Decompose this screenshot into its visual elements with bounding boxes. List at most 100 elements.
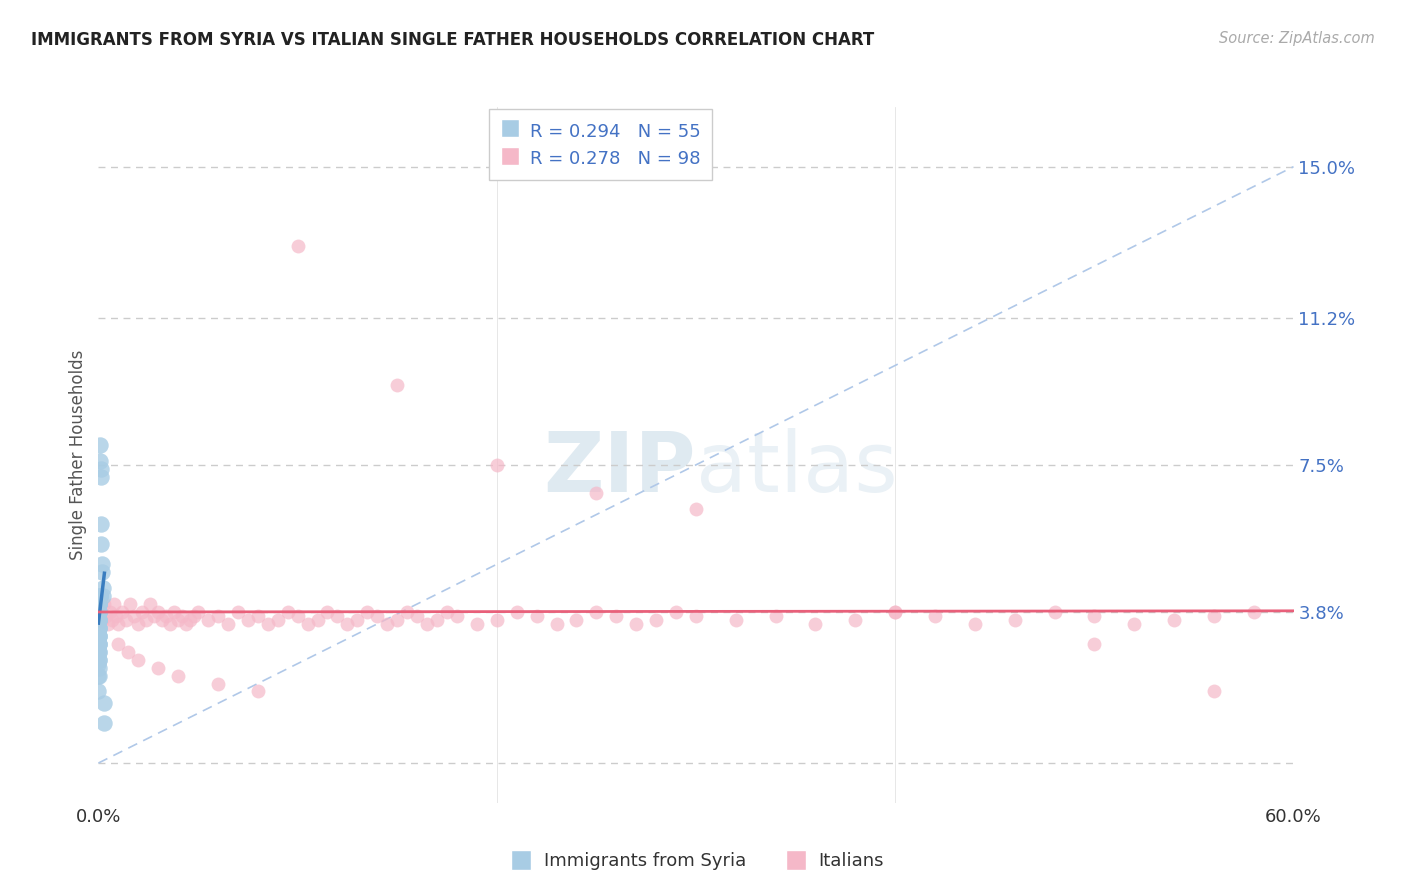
Point [1202, 609, 1225, 624]
Point [87, 653, 110, 667]
Point [87, 645, 110, 659]
Text: ZIP: ZIP [544, 428, 696, 509]
Point [93, 716, 115, 731]
Point [107, 616, 129, 631]
Point [277, 605, 299, 619]
Point [172, 609, 194, 624]
Point [187, 605, 209, 619]
Point [183, 609, 205, 624]
Point [626, 616, 648, 631]
Point [148, 660, 170, 674]
Point [87, 616, 110, 631]
Point [89, 589, 111, 603]
Point [89, 454, 111, 468]
Legend: Immigrants from Syria, Italians: Immigrants from Syria, Italians [501, 845, 891, 877]
Point [87, 613, 110, 627]
Point [385, 613, 409, 627]
Point [120, 597, 142, 611]
Point [546, 616, 568, 631]
Point [406, 609, 429, 624]
Point [93, 597, 115, 611]
Point [89, 597, 111, 611]
Point [93, 581, 115, 595]
Point [585, 485, 607, 500]
Point [316, 605, 339, 619]
Point [87, 637, 110, 651]
Point [127, 653, 149, 667]
Point [246, 609, 269, 624]
Point [97, 616, 120, 631]
Point [179, 613, 201, 627]
Point [1163, 613, 1185, 627]
Point [87, 629, 110, 643]
Point [87, 645, 110, 659]
Point [93, 697, 115, 711]
Point [485, 458, 508, 472]
Point [163, 605, 186, 619]
Point [226, 605, 249, 619]
Point [87, 621, 110, 635]
Point [167, 613, 190, 627]
Point [89, 605, 111, 619]
Point [506, 605, 529, 619]
Point [485, 613, 508, 627]
Point [844, 613, 866, 627]
Point [89, 589, 111, 603]
Point [465, 616, 488, 631]
Point [765, 609, 787, 624]
Point [87, 629, 110, 643]
Point [207, 676, 229, 690]
Point [585, 605, 607, 619]
Point [105, 609, 128, 624]
Point [87, 605, 110, 619]
Point [1123, 616, 1146, 631]
Point [115, 613, 138, 627]
Point [91, 558, 114, 572]
Point [605, 609, 627, 624]
Point [135, 613, 157, 627]
Point [100, 605, 122, 619]
Text: Source: ZipAtlas.com: Source: ZipAtlas.com [1219, 31, 1375, 46]
Point [375, 616, 398, 631]
Point [217, 616, 239, 631]
Point [91, 613, 114, 627]
Point [90, 537, 112, 551]
Point [665, 605, 688, 619]
Point [963, 616, 986, 631]
Point [87, 605, 110, 619]
Point [685, 609, 707, 624]
Point [167, 668, 190, 682]
Point [87, 621, 110, 635]
Point [87, 621, 110, 635]
Point [89, 438, 111, 452]
Point [197, 613, 219, 627]
Point [416, 616, 439, 631]
Point [87, 597, 110, 611]
Point [90, 462, 112, 476]
Point [426, 613, 449, 627]
Point [87, 597, 110, 611]
Point [89, 605, 111, 619]
Point [150, 613, 173, 627]
Point [90, 470, 112, 484]
Point [107, 637, 129, 651]
Point [91, 565, 114, 579]
Point [307, 613, 329, 627]
Point [884, 605, 907, 619]
Point [93, 589, 115, 603]
Point [155, 609, 177, 624]
Point [396, 605, 419, 619]
Point [884, 605, 907, 619]
Point [103, 597, 125, 611]
Point [111, 605, 134, 619]
Point [87, 653, 110, 667]
Point [87, 668, 110, 682]
Point [1243, 605, 1265, 619]
Point [385, 378, 409, 392]
Point [287, 609, 309, 624]
Point [87, 613, 110, 627]
Point [87, 645, 110, 659]
Point [436, 605, 458, 619]
Point [297, 616, 319, 631]
Point [87, 660, 110, 674]
